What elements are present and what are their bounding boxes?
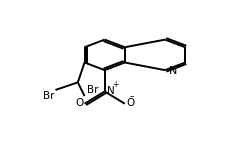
Text: Br: Br [43, 91, 54, 101]
Text: +: + [112, 80, 118, 89]
Text: –: – [130, 92, 135, 101]
Text: N: N [169, 66, 178, 76]
Text: O: O [75, 98, 83, 108]
Text: Br: Br [87, 85, 98, 95]
Text: O: O [126, 98, 134, 108]
Text: N: N [107, 86, 115, 96]
